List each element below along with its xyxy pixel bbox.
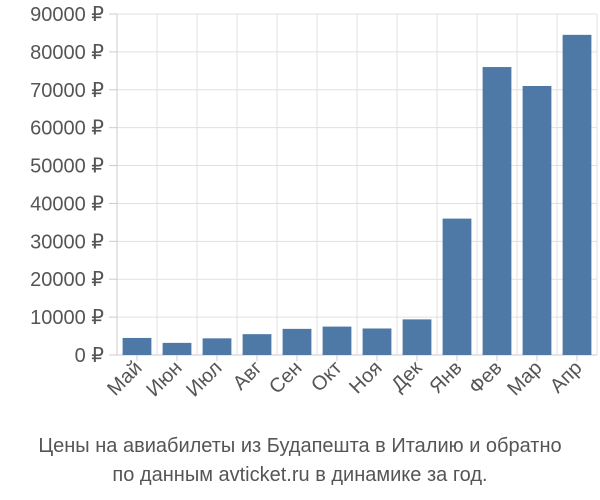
bar-2: [162, 342, 192, 355]
y-tick-label: 20000 ₽: [30, 269, 104, 291]
bar-11: [522, 85, 552, 355]
y-tick-label: 50000 ₽: [30, 156, 104, 178]
x-tick-label: Ноя: [345, 357, 386, 398]
x-tick-label: Сен: [265, 357, 306, 398]
x-tick-label: Июл: [182, 357, 226, 401]
y-tick-labels: 0 ₽ 10000 ₽ 20000 ₽ 30000 ₽ 40000 ₽ 50000 ₽ 60…: [30, 4, 104, 367]
x-tick-label: Фев: [465, 357, 507, 399]
bar-12: [562, 34, 592, 355]
bar-9: [442, 218, 472, 355]
y-tick-label: 40000 ₽: [30, 193, 104, 215]
bar-6: [322, 326, 352, 355]
y-tick-label: 60000 ₽: [30, 118, 104, 140]
x-tick-label: Дек: [387, 357, 426, 396]
y-tick-label: 80000 ₽: [30, 42, 104, 64]
x-tick-label: Янв: [425, 357, 466, 398]
x-tick-label: Июн: [142, 357, 186, 401]
chart-caption-line-1: Цены на авиабилеты из Будапешта в Италию…: [38, 435, 562, 457]
y-tick-label: 90000 ₽: [30, 4, 104, 26]
bar-chart: 0 ₽ 10000 ₽ 20000 ₽ 30000 ₽ 40000 ₽ 50000 ₽ 60…: [30, 4, 598, 401]
axes: [109, 13, 597, 361]
y-tick-label: 10000 ₽: [30, 307, 104, 329]
bar-4: [242, 334, 272, 355]
bar-8: [402, 319, 432, 355]
x-tick-label: Окт: [307, 357, 346, 396]
x-tick-label: Авг: [229, 357, 267, 395]
bars: [122, 34, 592, 356]
x-tick-label: Апр: [546, 357, 587, 398]
bar-3: [202, 338, 232, 355]
bar-5: [282, 328, 312, 355]
y-tick-label: 70000 ₽: [30, 80, 104, 102]
x-tick-label: Май: [103, 357, 146, 400]
x-tick-label: Мар: [503, 357, 546, 400]
bar-7: [362, 328, 392, 355]
y-tick-label: 0 ₽: [75, 345, 105, 367]
bar-1: [122, 337, 152, 355]
bar-10: [482, 67, 512, 356]
chart-caption-line-2: по данным avticket.ru в динамике за год.: [112, 464, 488, 486]
y-tick-label: 30000 ₽: [30, 231, 104, 253]
